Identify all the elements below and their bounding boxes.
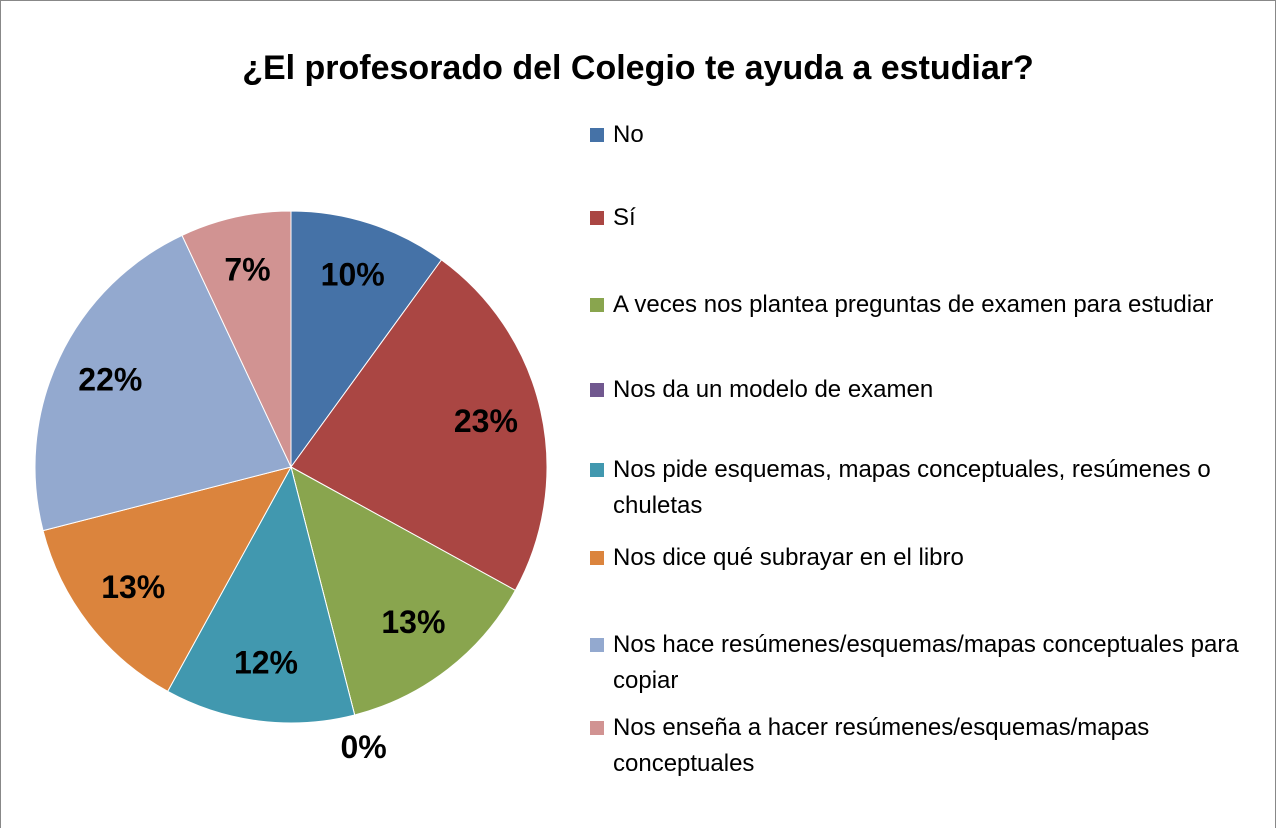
pie-slice [290,259,548,592]
legend-label: Nos hace resúmenes/esquemas/mapas concep… [613,631,1239,694]
pie-slice [290,210,443,469]
legend-label: Sí [613,204,636,231]
pie-slice [42,466,292,693]
pie-slice [290,466,517,716]
legend-item: Nos enseña a hacer resúmenes/esquemas/ma… [590,710,1250,782]
legend-label: Nos da un modelo de examen [613,376,934,403]
legend-item: Nos hace resúmenes/esquemas/mapas concep… [590,627,1250,699]
legend-label: Nos dice qué subrayar en el libro [613,544,964,571]
data-label: 22% [78,361,142,397]
pie-slice [166,465,356,724]
data-label: 10% [321,257,385,293]
legend-item: No [590,117,1250,153]
pie-slice [34,234,292,532]
legend-item: Sí [590,200,1250,236]
legend-swatch [590,298,604,312]
legend-swatch [590,551,604,565]
data-label: 13% [101,569,165,605]
legend-label: Nos enseña a hacer resúmenes/esquemas/ma… [613,714,1150,777]
legend-swatch [590,721,604,735]
data-label: 7% [224,252,270,288]
legend-item: Nos pide esquemas, mapas conceptuales, r… [590,452,1250,524]
data-label: 0% [340,729,386,765]
legend-label: Nos pide esquemas, mapas conceptuales, r… [613,456,1211,519]
data-label: 13% [381,604,445,640]
legend-swatch [590,211,604,225]
data-label: 23% [454,403,518,439]
chart-title: ¿El profesorado del Colegio te ayuda a e… [242,49,1034,87]
legend-swatch [590,383,604,397]
pie-slice [181,210,292,468]
legend-swatch [590,638,604,652]
data-label: 12% [234,645,298,681]
legend-item: Nos dice qué subrayar en el libro [590,540,1250,576]
legend-item: Nos da un modelo de examen [590,372,1250,408]
legend-item: A veces nos plantea preguntas de examen … [590,287,1250,323]
legend-swatch [590,463,604,477]
legend-label: A veces nos plantea preguntas de examen … [613,291,1214,318]
legend-label: No [613,121,644,148]
legend-swatch [590,128,604,142]
